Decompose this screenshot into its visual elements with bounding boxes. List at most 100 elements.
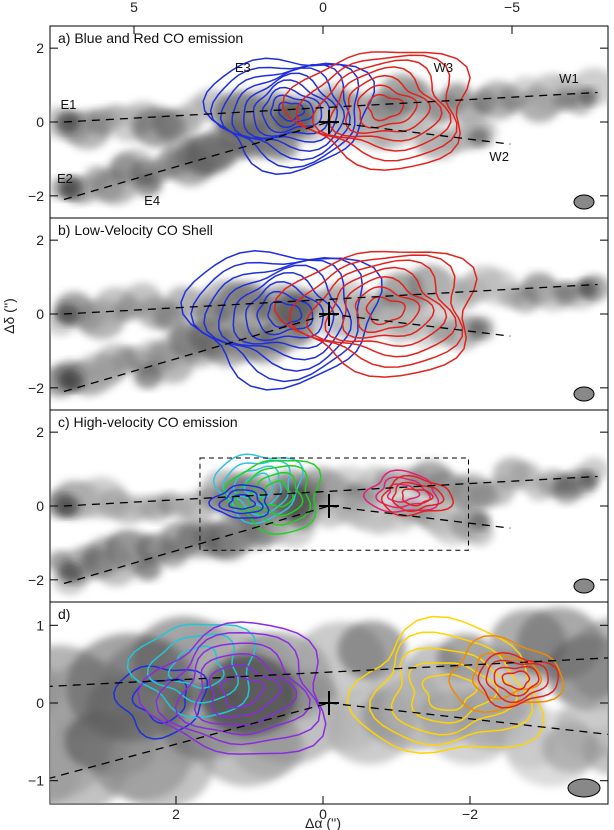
contour-line xyxy=(180,250,383,391)
image-knot xyxy=(553,473,579,495)
contour-line xyxy=(288,254,464,368)
source-label: E4 xyxy=(144,193,160,208)
source-label: E2 xyxy=(57,171,73,186)
contour-line xyxy=(375,476,431,509)
beam-ellipse xyxy=(567,778,601,798)
contour-line xyxy=(242,72,339,143)
image-knot xyxy=(213,282,270,331)
contour-line xyxy=(218,489,264,515)
contour-line xyxy=(193,652,298,726)
y-tick-label: 2 xyxy=(36,40,44,56)
image-knot xyxy=(58,370,84,391)
bottom-tick-label-neg2: −2 xyxy=(462,806,478,822)
contour-line xyxy=(386,483,421,503)
contour-line xyxy=(209,62,360,169)
image-knot xyxy=(0,775,5,830)
panel-c-image xyxy=(50,457,608,595)
contour-line xyxy=(493,665,540,697)
y-tick-label: 0 xyxy=(36,114,44,130)
panel-c-overlays xyxy=(63,457,598,594)
contour-line xyxy=(362,469,440,513)
contour-line xyxy=(222,460,291,517)
contour-line xyxy=(501,670,531,691)
image-knot xyxy=(468,319,490,338)
panel-c-title: c) High-velocity CO emission xyxy=(58,414,238,430)
bottom-tick-label-2: 2 xyxy=(172,806,180,822)
contour-line xyxy=(113,665,209,740)
contour-line xyxy=(448,634,565,714)
y-tick-label: 0 xyxy=(36,498,44,514)
bottom-tick-label-0: 0 xyxy=(319,806,327,822)
image-knot xyxy=(591,694,608,749)
contour-line xyxy=(306,259,457,358)
panel-b-overlays xyxy=(63,283,598,402)
contour-line xyxy=(146,633,239,704)
beam-ellipse xyxy=(573,386,595,402)
contour-line xyxy=(167,645,225,689)
y-tick-label: 0 xyxy=(36,306,44,322)
contour-line xyxy=(345,74,432,135)
image-knot xyxy=(0,642,35,708)
y-tick-label: 1 xyxy=(36,617,44,633)
contour-line xyxy=(341,275,435,339)
y-tick-label: 2 xyxy=(36,232,44,248)
contour-line xyxy=(203,259,353,372)
source-labels: E1 E2 E3 E4 W3 W1 W2 xyxy=(57,60,579,208)
image-knot xyxy=(553,89,579,111)
y-tick-label: 2 xyxy=(36,424,44,440)
contour-line xyxy=(222,459,322,535)
jet-axis-line xyxy=(328,121,511,145)
contour-line xyxy=(137,621,327,755)
top-tick-label-0: 0 xyxy=(319,0,327,15)
image-knot xyxy=(58,178,84,199)
source-label: W2 xyxy=(489,149,509,164)
jet-axis-line xyxy=(328,313,511,337)
top-tick-label-5: 5 xyxy=(130,0,138,15)
contour-line xyxy=(380,474,454,517)
jet-axis-line xyxy=(63,283,598,315)
image-knot xyxy=(576,279,598,298)
beam-ellipse xyxy=(573,194,595,210)
contour-line xyxy=(295,54,458,162)
jet-axis-line xyxy=(63,475,598,507)
jet-axis-line xyxy=(50,702,330,779)
jet-axis-line xyxy=(63,121,330,201)
contour-line xyxy=(312,59,452,152)
image-knot xyxy=(58,562,84,583)
contour-line xyxy=(208,484,270,519)
panel-d-image xyxy=(0,607,608,830)
panel-b-title: b) Low-Velocity CO Shell xyxy=(58,222,213,238)
panel-d-overlays xyxy=(50,657,608,798)
contour-line xyxy=(218,264,345,361)
contour-line xyxy=(247,471,304,517)
image-knot xyxy=(567,618,608,708)
contour-line xyxy=(401,488,434,507)
contour-line xyxy=(155,631,321,746)
image-knot xyxy=(133,172,162,197)
y-tick-label: 0 xyxy=(36,695,44,711)
panel-b-contours xyxy=(180,250,478,391)
beam-ellipse xyxy=(573,578,595,594)
contour-line xyxy=(281,51,471,171)
contour-line xyxy=(354,286,421,333)
image-knot xyxy=(0,749,44,830)
zoom-box xyxy=(199,457,469,551)
contour-line xyxy=(126,623,257,719)
source-label: W1 xyxy=(559,71,579,86)
image-knot xyxy=(133,364,162,389)
panel-d-contours xyxy=(113,615,565,755)
image-knot xyxy=(133,556,162,581)
panel-a-contours xyxy=(202,51,471,175)
contour-line xyxy=(471,652,543,700)
tick-marks xyxy=(50,26,608,804)
contour-line xyxy=(346,615,545,755)
jet-axis-line xyxy=(63,91,598,123)
contour-line xyxy=(391,481,445,513)
axes: 5 0 −5 2 0 −2 Δα ('') Δδ ('') xyxy=(1,0,520,830)
image-knot xyxy=(553,281,579,303)
source-label: W3 xyxy=(434,60,454,75)
panel-d-title: d) xyxy=(58,606,70,622)
contour-line xyxy=(421,673,479,712)
contour-line xyxy=(208,664,282,718)
